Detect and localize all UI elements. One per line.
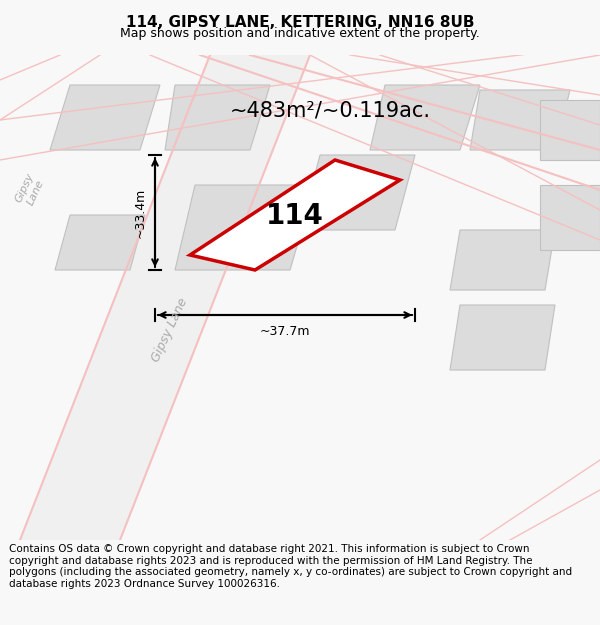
Polygon shape xyxy=(300,155,415,230)
Text: Contains OS data © Crown copyright and database right 2021. This information is : Contains OS data © Crown copyright and d… xyxy=(9,544,572,589)
Polygon shape xyxy=(540,185,600,250)
Text: Map shows position and indicative extent of the property.: Map shows position and indicative extent… xyxy=(120,27,480,39)
Polygon shape xyxy=(540,100,600,160)
Polygon shape xyxy=(470,90,570,150)
Text: ~483m²/~0.119ac.: ~483m²/~0.119ac. xyxy=(230,100,431,120)
Text: 114, GIPSY LANE, KETTERING, NN16 8UB: 114, GIPSY LANE, KETTERING, NN16 8UB xyxy=(126,16,474,31)
Text: ~33.4m: ~33.4m xyxy=(134,188,147,238)
Polygon shape xyxy=(50,85,160,150)
Text: 114: 114 xyxy=(266,202,324,230)
Text: Gipsy Lane: Gipsy Lane xyxy=(149,296,190,364)
Polygon shape xyxy=(165,85,270,150)
Text: Gipsy
Lane: Gipsy Lane xyxy=(14,171,46,209)
Text: ~37.7m: ~37.7m xyxy=(260,325,310,338)
Polygon shape xyxy=(450,305,555,370)
Polygon shape xyxy=(370,85,480,150)
Polygon shape xyxy=(55,215,145,270)
Polygon shape xyxy=(450,230,555,290)
Polygon shape xyxy=(20,55,310,540)
Polygon shape xyxy=(175,185,315,270)
Polygon shape xyxy=(190,160,400,270)
